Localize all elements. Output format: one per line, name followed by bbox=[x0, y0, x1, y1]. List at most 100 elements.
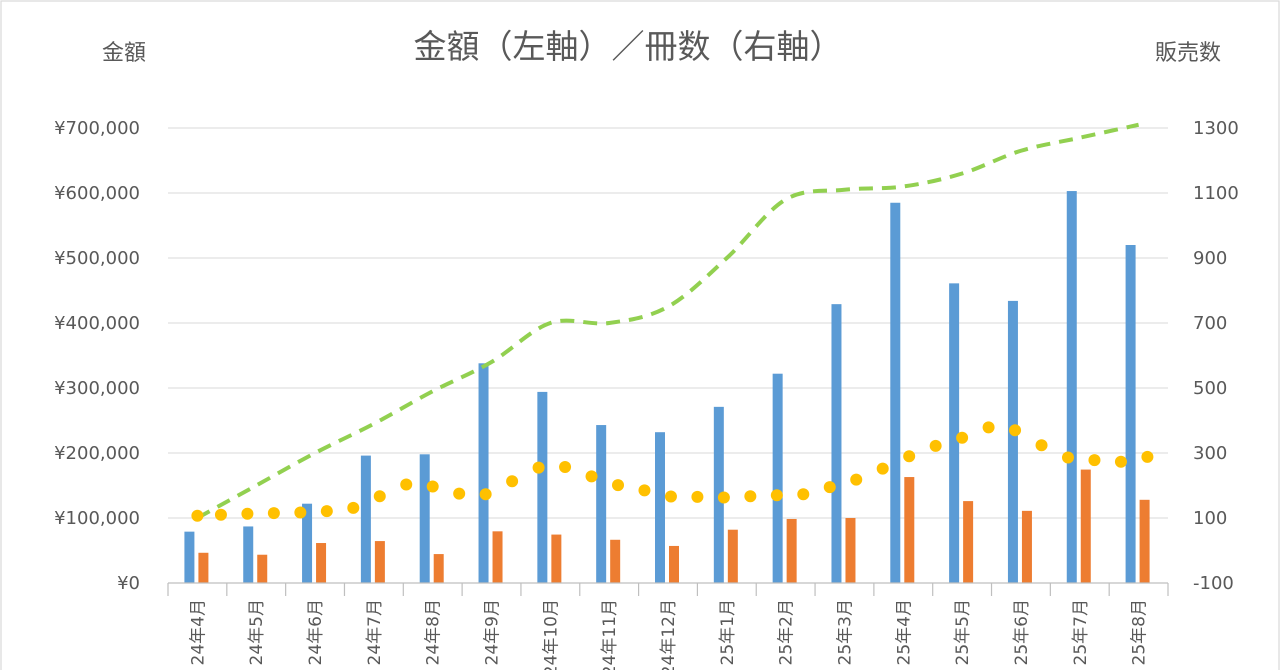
count-bar bbox=[316, 543, 327, 583]
average-dot bbox=[982, 421, 995, 434]
x-tick-label: 25年7月 bbox=[1071, 599, 1091, 665]
average-dot bbox=[453, 487, 466, 500]
count-bar bbox=[786, 518, 797, 583]
average-dot bbox=[559, 460, 572, 473]
cumulative-line bbox=[196, 122, 1140, 520]
x-tick-label: 25年8月 bbox=[1130, 599, 1150, 665]
right-tick-label: 100 bbox=[1193, 508, 1227, 529]
average-dot bbox=[479, 488, 492, 501]
chart-title: 金額（左軸）／冊数（右軸） bbox=[414, 27, 843, 66]
amount-bar bbox=[831, 304, 842, 583]
x-tick-label: 25年1月 bbox=[718, 599, 738, 665]
average-dot bbox=[426, 480, 439, 493]
average-dot bbox=[1114, 455, 1127, 468]
average-dot bbox=[770, 489, 783, 502]
count-bar bbox=[551, 534, 562, 583]
amount-bar bbox=[596, 425, 607, 583]
average-dot bbox=[929, 439, 942, 452]
right-axis-ticks: -100 100 300 500 700 900 1100 1300 bbox=[1193, 118, 1239, 594]
x-tick-label: 24年9月 bbox=[483, 599, 503, 665]
count-bar bbox=[904, 477, 915, 583]
x-tick-label: 25年3月 bbox=[835, 599, 855, 665]
average-dot bbox=[241, 507, 254, 520]
left-axis-ticks: ¥0 ¥100,000 ¥200,000 ¥300,000 ¥400,000 ¥500,0… bbox=[54, 118, 140, 594]
amount-bar bbox=[537, 391, 548, 583]
x-tick-label: 24年7月 bbox=[365, 599, 385, 665]
average-dot bbox=[1141, 450, 1154, 463]
amount-bar bbox=[478, 363, 489, 583]
average-dot bbox=[876, 462, 889, 475]
count-bar bbox=[198, 552, 209, 583]
x-tick-label: 24年12月 bbox=[659, 599, 679, 670]
left-tick-label: ¥700,000 bbox=[54, 118, 140, 139]
average-dot bbox=[267, 507, 280, 520]
average-dot bbox=[347, 501, 360, 514]
x-tick-label: 24年4月 bbox=[188, 599, 208, 665]
average-dot bbox=[850, 473, 863, 486]
average-dot bbox=[612, 479, 624, 492]
x-tick-label: 25年6月 bbox=[1012, 599, 1032, 665]
count-bar bbox=[1139, 499, 1150, 583]
average-dot bbox=[191, 509, 204, 522]
right-tick-label: -100 bbox=[1193, 573, 1234, 594]
amount-bar bbox=[949, 283, 960, 583]
average-dot bbox=[1009, 424, 1022, 437]
x-tick-label: 24年10月 bbox=[541, 599, 561, 670]
average-dot bbox=[214, 508, 227, 521]
line-series bbox=[196, 122, 1140, 520]
x-tick-label: 24年6月 bbox=[306, 599, 326, 665]
average-dot bbox=[956, 431, 969, 444]
amount-bar bbox=[1125, 245, 1136, 583]
average-dot bbox=[664, 490, 677, 503]
count-bar bbox=[257, 554, 268, 583]
left-tick-label: ¥400,000 bbox=[54, 313, 140, 334]
right-axis-title: 販売数 bbox=[1155, 41, 1221, 66]
x-tick-label: 24年8月 bbox=[424, 599, 444, 665]
left-tick-label: ¥300,000 bbox=[54, 378, 140, 399]
amount-bar bbox=[655, 432, 665, 583]
x-tick-label: 25年2月 bbox=[777, 599, 797, 665]
average-dot bbox=[532, 461, 545, 474]
average-dot bbox=[691, 490, 704, 503]
count-bar bbox=[963, 501, 974, 583]
left-tick-label: ¥500,000 bbox=[54, 248, 140, 269]
amount-bar bbox=[1066, 191, 1077, 584]
amount-bar bbox=[302, 503, 313, 583]
right-tick-label: 900 bbox=[1193, 248, 1227, 269]
count-bar bbox=[727, 529, 738, 583]
amount-bar bbox=[419, 454, 430, 583]
left-tick-label: ¥0 bbox=[117, 573, 140, 594]
x-tick-label: 25年4月 bbox=[894, 599, 914, 665]
right-tick-label: 1100 bbox=[1193, 183, 1239, 204]
count-bar bbox=[610, 539, 621, 583]
right-tick-label: 700 bbox=[1193, 313, 1227, 334]
amount-bar bbox=[890, 202, 901, 583]
x-tick-label: 24年11月 bbox=[600, 599, 620, 670]
amount-bar bbox=[243, 526, 254, 583]
x-tick-label: 25年5月 bbox=[953, 599, 973, 665]
average-dot bbox=[903, 450, 916, 463]
average-dot bbox=[638, 484, 651, 497]
x-tick-label: 24年5月 bbox=[247, 599, 267, 665]
amount-bar bbox=[1007, 300, 1018, 583]
average-dot bbox=[717, 491, 730, 504]
average-dot bbox=[294, 506, 307, 519]
average-dot bbox=[320, 505, 333, 518]
gridlines bbox=[168, 127, 1168, 519]
amount-bar bbox=[184, 531, 195, 583]
left-tick-label: ¥100,000 bbox=[54, 508, 140, 529]
average-dot bbox=[823, 481, 836, 494]
count-bar bbox=[1021, 510, 1032, 583]
right-tick-label: 300 bbox=[1193, 443, 1227, 464]
average-dot bbox=[585, 470, 598, 483]
right-tick-label: 1300 bbox=[1193, 118, 1239, 139]
average-dot bbox=[1088, 454, 1101, 467]
count-bar bbox=[845, 518, 856, 583]
count-bar bbox=[433, 554, 444, 583]
average-dot bbox=[506, 475, 519, 488]
average-dot bbox=[400, 478, 413, 491]
left-tick-label: ¥600,000 bbox=[54, 183, 140, 204]
average-dot bbox=[1062, 451, 1074, 464]
average-dot bbox=[373, 490, 386, 503]
